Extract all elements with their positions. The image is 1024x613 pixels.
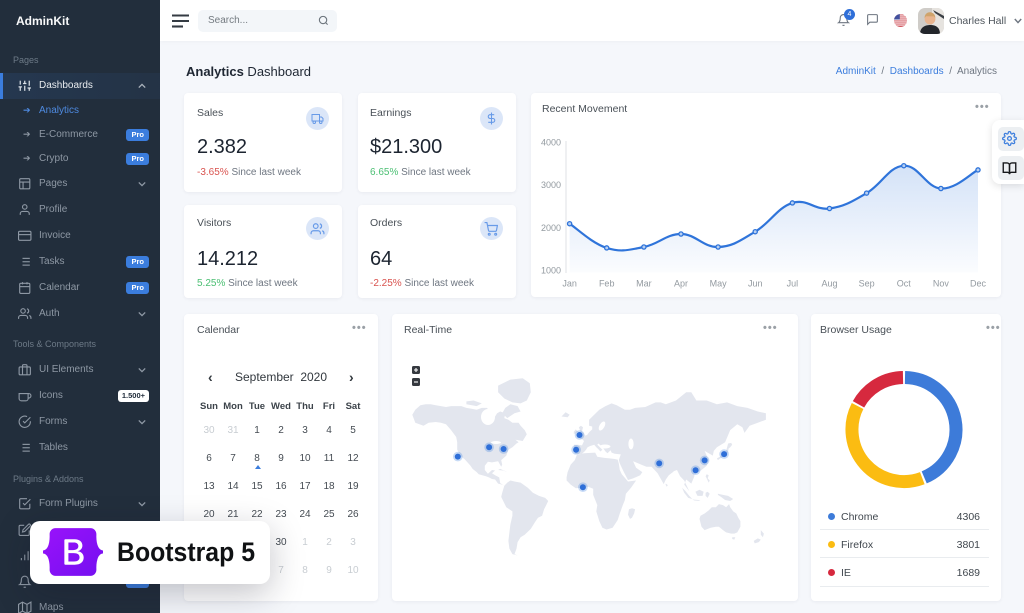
svg-text:Dec: Dec: [970, 279, 987, 289]
svg-text:Mar: Mar: [636, 279, 652, 289]
svg-text:May: May: [710, 279, 728, 289]
svg-text:2000: 2000: [541, 223, 561, 233]
svg-text:Jan: Jan: [562, 279, 577, 289]
svg-text:Jun: Jun: [748, 279, 763, 289]
svg-text:Feb: Feb: [599, 279, 615, 289]
svg-text:Apr: Apr: [674, 279, 688, 289]
svg-text:1000: 1000: [541, 265, 561, 275]
svg-text:Jul: Jul: [787, 279, 799, 289]
svg-text:Oct: Oct: [897, 279, 912, 289]
svg-text:3000: 3000: [541, 180, 561, 190]
svg-text:4000: 4000: [541, 138, 561, 148]
svg-text:Nov: Nov: [933, 279, 950, 289]
svg-text:Aug: Aug: [821, 279, 837, 289]
svg-text:Sep: Sep: [859, 279, 875, 289]
